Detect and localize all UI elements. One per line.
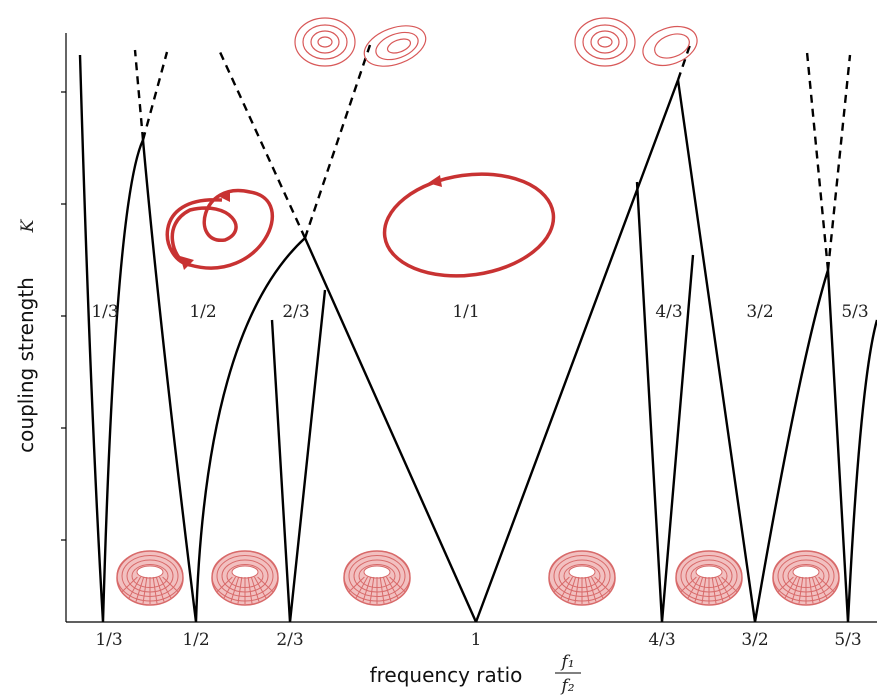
tongue-label: 2/3 — [282, 302, 309, 322]
x-tick-label: 1 — [471, 630, 482, 650]
diagram: 1/3 1/2 2/3 1 4/3 3/2 5/3 1/3 1/2 2/3 1/… — [0, 0, 877, 697]
torus — [773, 551, 839, 605]
y-symbol: K — [18, 218, 38, 233]
tongue-label: 4/3 — [655, 302, 682, 322]
x-tick-label: 4/3 — [648, 630, 675, 650]
tongue-label: 3/2 — [746, 302, 773, 322]
torus — [117, 551, 183, 605]
tongue-label: 1/3 — [91, 302, 118, 322]
torus — [344, 551, 410, 605]
torus — [212, 551, 278, 605]
x-symbol-denominator: f₂ — [559, 676, 574, 696]
tongue-labels: 1/3 1/2 2/3 1/1 4/3 3/2 5/3 — [91, 302, 868, 322]
torus — [676, 551, 742, 605]
x-label: frequency ratio — [370, 663, 523, 687]
x-symbol-numerator: f₁ — [559, 652, 574, 672]
y-axis-title: coupling strength K — [14, 218, 38, 452]
limit-cycles — [167, 164, 560, 287]
tongue-label: 1/2 — [189, 302, 216, 322]
torus — [549, 551, 615, 605]
tori — [117, 551, 839, 605]
x-tick-label: 1/3 — [95, 630, 122, 650]
tongue-label: 5/3 — [841, 302, 868, 322]
x-tick-label: 5/3 — [834, 630, 861, 650]
chaotic-attractors — [295, 18, 702, 74]
axes — [61, 33, 877, 622]
tongue-label: 1/1 — [452, 302, 479, 322]
tick-labels: 1/3 1/2 2/3 1 4/3 3/2 5/3 — [95, 630, 861, 650]
x-tick-label: 3/2 — [741, 630, 768, 650]
x-tick-label: 1/2 — [182, 630, 209, 650]
x-tick-label: 2/3 — [276, 630, 303, 650]
y-label: coupling strength — [14, 277, 38, 453]
tongue-boundaries — [80, 45, 877, 622]
